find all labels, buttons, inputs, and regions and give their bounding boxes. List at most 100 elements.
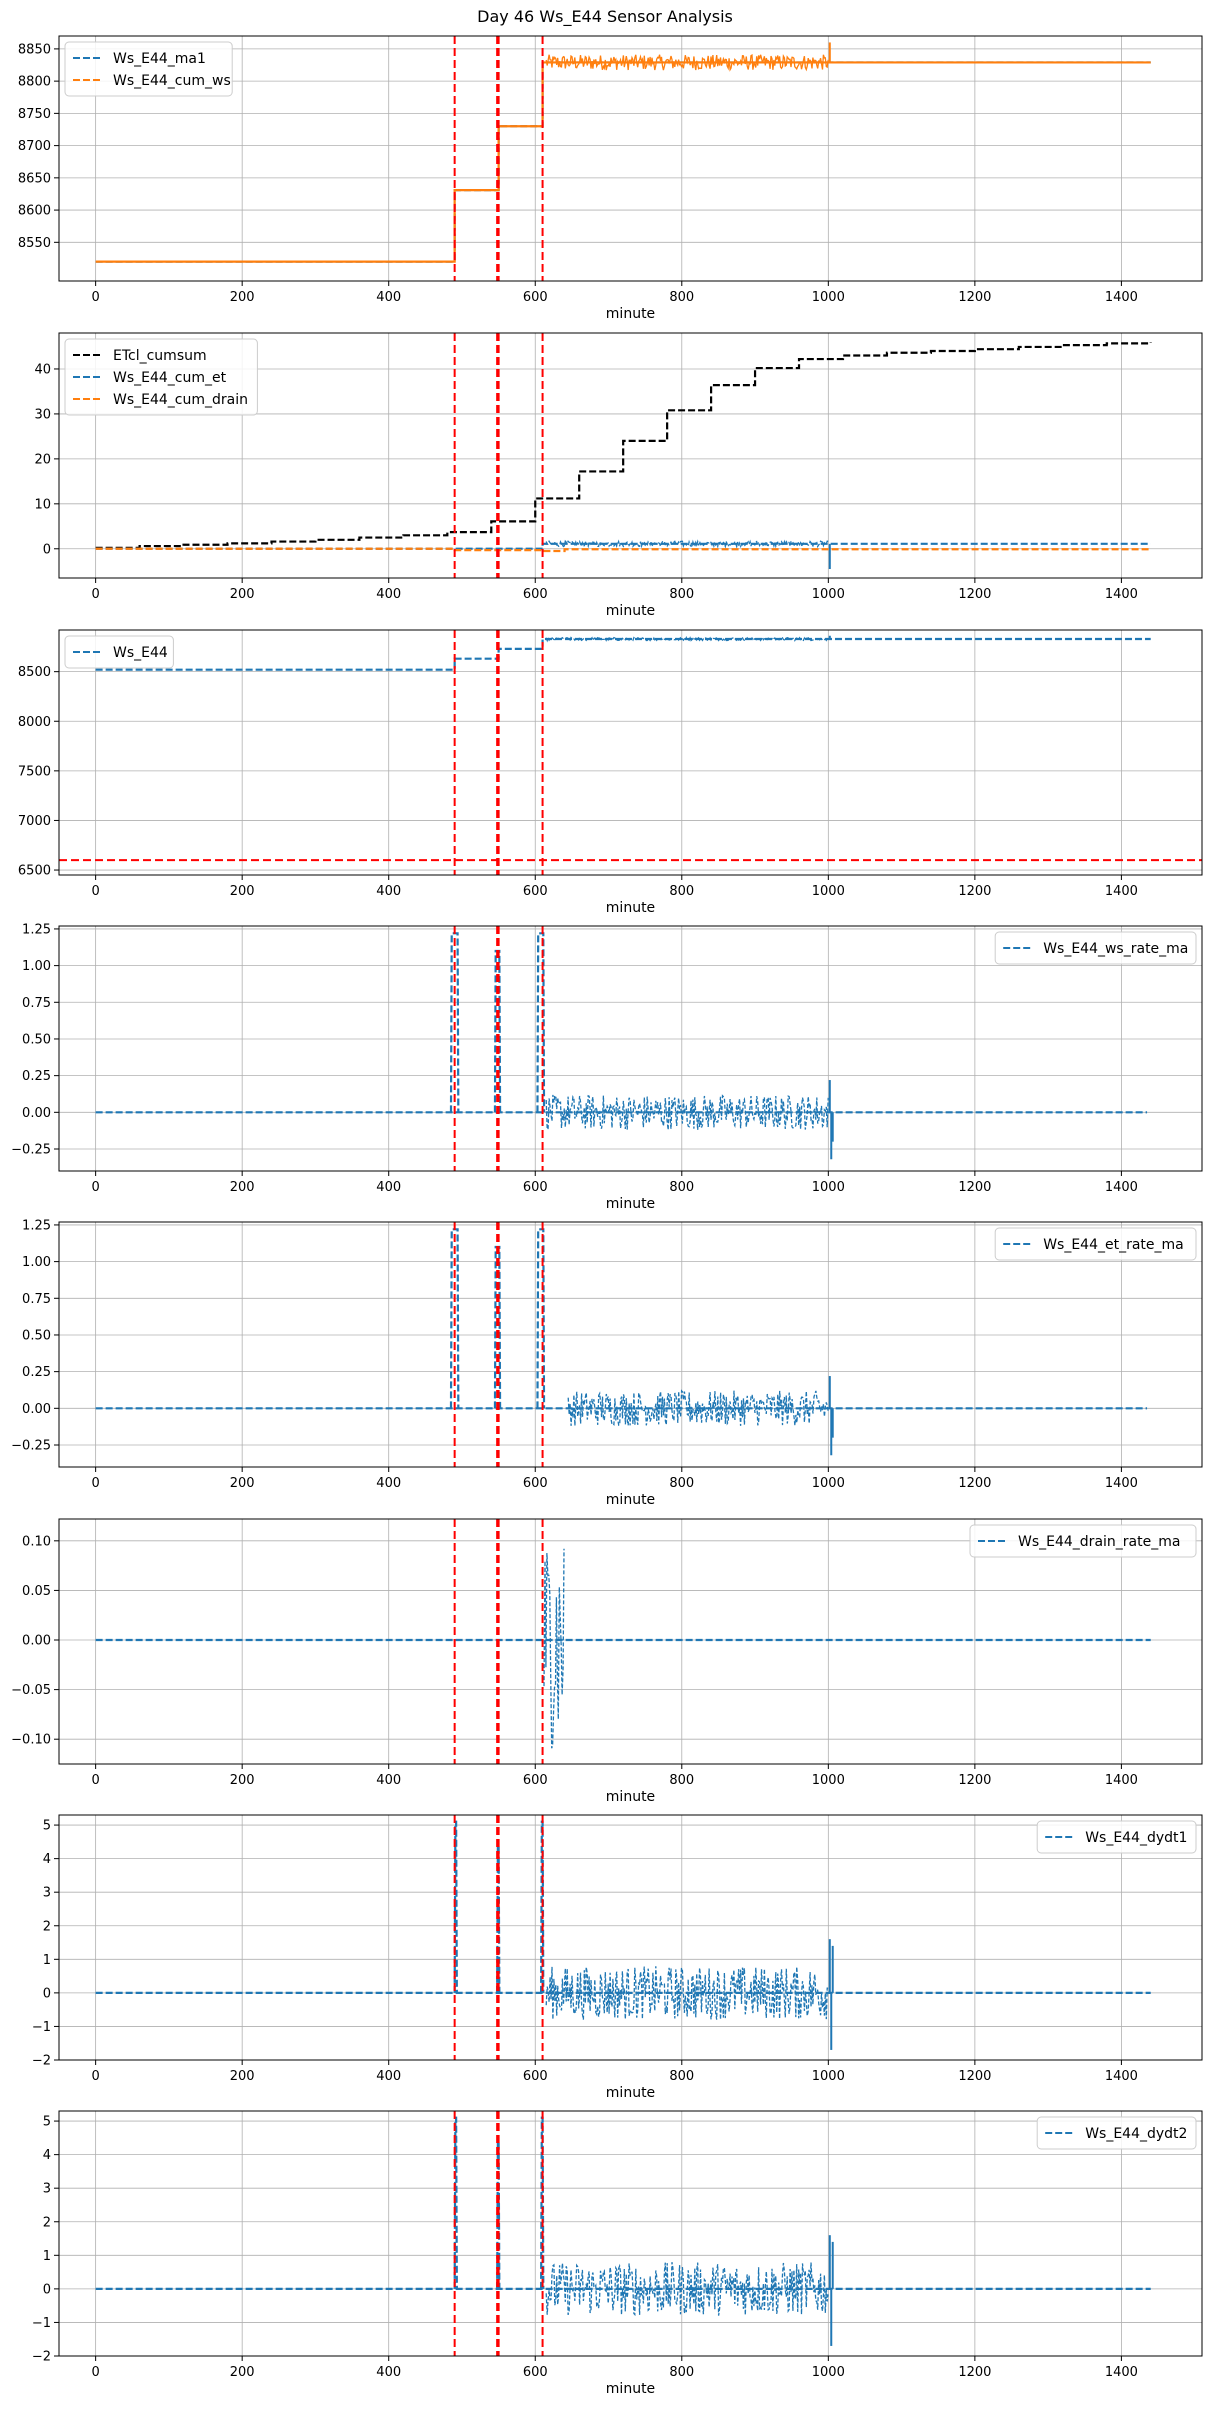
x-tick-label: 400: [376, 2365, 401, 2380]
series-line-1: [95, 2116, 1151, 2290]
plot-frame: [58, 1518, 1203, 1765]
x-tick-label: 1400: [1105, 1476, 1138, 1491]
chart-panel-5: 0 200 400 600 800 1000 1200 1400 −0.25 0.00 0.25 0.…: [11, 1218, 1203, 1508]
legend-box: [64, 635, 174, 669]
y-tick-label: 3: [43, 2182, 51, 2197]
x-tick-label: 800: [669, 587, 694, 602]
legend-label: Ws_E44: [113, 645, 168, 661]
y-tick-label: 0.50: [22, 1328, 51, 1343]
x-tick-label: 0: [91, 2069, 99, 2084]
y-tick-label: 8850: [18, 42, 51, 57]
chart-panel-6: 0 200 400 600 800 1000 1200 1400 −0.10 −0.05 0.00 0…: [11, 1518, 1203, 1805]
y-tick-label: 8550: [18, 236, 51, 251]
x-tick-label: 400: [376, 884, 401, 899]
y-tick-label: −0.10: [11, 1733, 51, 1748]
series-line-1: [95, 342, 1152, 549]
legend-label: Ws_E44_dydt2: [1085, 2126, 1187, 2142]
y-tick-label: 0.05: [22, 1584, 51, 1599]
x-axis-label: minute: [606, 306, 655, 322]
legend-label: Ws_E44_ma1: [113, 51, 206, 67]
legend-label: Ws_E44_drain_rate_ma: [1018, 1534, 1180, 1550]
x-axis-label: minute: [606, 603, 655, 619]
x-tick-label: 1200: [958, 1180, 991, 1195]
series-noise-1: [567, 1389, 829, 1427]
y-tick-label: 7500: [18, 764, 51, 779]
y-tick-label: 6500: [18, 864, 51, 879]
y-tick-label: 0: [43, 2282, 51, 2297]
x-tick-label: 0: [91, 884, 99, 899]
y-tick-label: 8750: [18, 107, 51, 122]
x-tick-label: 1000: [812, 587, 845, 602]
plot-frame: [58, 2110, 1203, 2357]
x-tick-label: 400: [376, 1773, 401, 1788]
x-axis-label: minute: [606, 2085, 655, 2101]
x-tick-label: 400: [376, 1180, 401, 1195]
x-tick-label: 800: [669, 1476, 694, 1491]
y-tick-label: 2: [43, 2215, 51, 2230]
y-tick-label: 8800: [18, 75, 51, 90]
y-tick-label: −1: [32, 2020, 51, 2035]
x-tick-label: 200: [230, 1476, 255, 1491]
x-tick-label: 0: [91, 290, 99, 305]
plot-frame: [58, 629, 1203, 876]
legend-box: [969, 1524, 1197, 1558]
x-tick-label: 1400: [1105, 884, 1138, 899]
x-tick-label: 600: [523, 2365, 548, 2380]
x-tick-label: 1200: [958, 2069, 991, 2084]
y-tick-label: 10: [34, 497, 51, 512]
legend-label: ETcl_cumsum: [113, 348, 207, 364]
x-tick-label: 1000: [812, 884, 845, 899]
x-tick-label: 400: [376, 290, 401, 305]
y-tick-label: 0.25: [22, 1069, 51, 1084]
y-tick-label: 4: [43, 1852, 51, 1867]
plot-frame: [58, 1814, 1203, 2061]
y-tick-label: 7000: [18, 814, 51, 829]
x-axis-label: minute: [606, 900, 655, 916]
x-tick-label: 0: [91, 1180, 99, 1195]
x-tick-label: 800: [669, 1180, 694, 1195]
chart-panel-8: 0 200 400 600 800 1000 1200 1400 −2 −1 0 1 2 3 4 5 minut…: [32, 2110, 1203, 2397]
chart-panel-1: 0 200 400 600 800 1000 1200 1400 8550 8600 8650 870…: [18, 35, 1203, 322]
y-tick-label: 0.10: [22, 1534, 51, 1549]
x-tick-label: 200: [230, 2365, 255, 2380]
x-tick-label: 200: [230, 2069, 255, 2084]
x-tick-label: 1000: [812, 1180, 845, 1195]
y-tick-label: 8500: [18, 665, 51, 680]
y-tick-label: 5: [43, 1819, 51, 1834]
series-noise-2: [545, 538, 829, 549]
y-tick-label: 0.75: [22, 1292, 51, 1307]
y-tick-label: 1.25: [22, 922, 51, 937]
legend-box: [994, 931, 1197, 965]
chart-panel-4: 0 200 400 600 800 1000 1200 1400 −0.25 0.00 0.25 0.…: [11, 922, 1203, 1212]
legend-box: [994, 1227, 1197, 1261]
y-tick-label: 0.00: [22, 1402, 51, 1417]
y-tick-label: 0: [43, 542, 51, 557]
legend-box: [1036, 1820, 1197, 1854]
series-line-1: [95, 637, 1151, 671]
y-tick-label: 0.00: [22, 1106, 51, 1121]
x-tick-label: 0: [91, 1773, 99, 1788]
plot-frame: [58, 332, 1203, 579]
x-tick-label: 1400: [1105, 2069, 1138, 2084]
x-tick-label: 1200: [958, 884, 991, 899]
legend-label: Ws_E44_ws_rate_ma: [1043, 941, 1188, 957]
y-tick-label: 1.00: [22, 1255, 51, 1270]
y-tick-label: 0.00: [22, 1634, 51, 1649]
y-tick-label: 0.50: [22, 1032, 51, 1047]
x-tick-label: 200: [230, 884, 255, 899]
y-tick-label: 8000: [18, 715, 51, 730]
x-tick-label: 1400: [1105, 290, 1138, 305]
plot-frame: [58, 1221, 1203, 1468]
y-tick-label: 2: [43, 1919, 51, 1934]
series-line-1: [95, 61, 1151, 263]
x-tick-label: 800: [669, 1773, 694, 1788]
x-axis-label: minute: [606, 1196, 655, 1212]
y-tick-label: 0: [43, 1986, 51, 2001]
series-noise-1: [545, 1966, 829, 2020]
legend-label: Ws_E44_cum_et: [113, 370, 227, 386]
y-tick-label: 5: [43, 2115, 51, 2130]
x-tick-label: 1200: [958, 2365, 991, 2380]
series-noise-1: [545, 2262, 829, 2317]
y-tick-label: 0.25: [22, 1365, 51, 1380]
y-tick-label: 1: [43, 1953, 51, 1968]
